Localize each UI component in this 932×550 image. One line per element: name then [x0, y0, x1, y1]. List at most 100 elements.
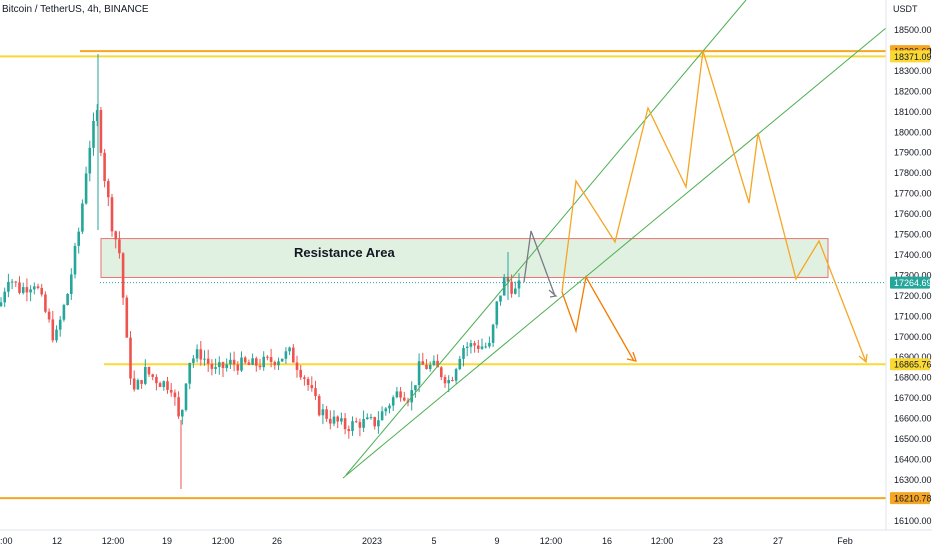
price-tick-label: 16300.00: [894, 475, 932, 485]
candle-body: [414, 385, 417, 391]
price-tick-label: 17200.00: [894, 291, 932, 301]
projection-paths[interactable]: [523, 50, 868, 364]
price-tick-label: 16600.00: [894, 414, 932, 424]
candle-body: [18, 282, 21, 293]
time-tick-label: :00: [0, 536, 13, 546]
time-tick-label: 12:00: [540, 536, 563, 546]
price-tick-label: 17500.00: [894, 230, 932, 240]
price-tick-label: 16400.00: [894, 454, 932, 464]
candle-body: [36, 286, 40, 288]
price-tag-label: 16865.76: [894, 360, 932, 370]
candle-body: [502, 276, 506, 296]
candle-body: [436, 360, 439, 368]
candle-body: [443, 377, 447, 384]
candle-body: [77, 231, 80, 246]
candle-body: [469, 343, 473, 347]
price-tag-box: [890, 276, 930, 289]
candle-body: [114, 231, 117, 240]
candle-body: [329, 418, 332, 424]
time-tick-label: 26: [272, 536, 282, 546]
candle-body: [155, 376, 158, 384]
candle-body: [51, 319, 55, 341]
candle-body: [225, 364, 228, 369]
candle-body: [391, 397, 395, 406]
candle-body: [162, 381, 166, 387]
candle-body: [103, 152, 106, 182]
price-tick-label: 17900.00: [894, 148, 932, 158]
candle-body: [473, 343, 476, 346]
candle-body: [451, 380, 454, 382]
candle-body: [218, 362, 221, 368]
price-tick-label: 18500.00: [894, 25, 932, 35]
candle-body: [347, 429, 351, 432]
price-tag-box: [890, 50, 930, 63]
price-tag-box: [890, 492, 930, 505]
resistance-area-label: Resistance Area: [294, 245, 395, 260]
candle-body: [377, 420, 380, 427]
candle-body: [292, 347, 295, 363]
ascending-channel[interactable]: [342, 0, 887, 479]
candle-body: [340, 418, 343, 422]
arrowhead-gray: [548, 289, 558, 298]
candle-body: [240, 357, 243, 371]
candle-body: [488, 342, 491, 347]
candle-body: [0, 302, 3, 307]
price-tick-label: 18000.00: [894, 127, 932, 137]
candle-body: [354, 421, 358, 423]
candle-body: [7, 281, 10, 292]
price-tick-label: 18100.00: [894, 107, 932, 117]
candle-body: [92, 121, 95, 148]
candle-body: [158, 383, 162, 387]
projection-main-path: [561, 50, 867, 363]
price-tick-label: 16800.00: [894, 373, 932, 383]
candle-body: [140, 380, 143, 384]
candle-body: [66, 293, 69, 306]
price-tick-label: 17100.00: [894, 311, 932, 321]
price-tick-label: 17400.00: [894, 250, 932, 260]
candle-body: [295, 362, 299, 370]
candle-body: [447, 380, 450, 384]
candle-body: [144, 366, 147, 384]
price-tick-label: 17600.00: [894, 209, 932, 219]
candle-body: [495, 301, 499, 325]
projection-alt-path: [561, 275, 635, 362]
candle-body: [14, 281, 18, 283]
price-tag-label: 16210.78: [894, 494, 932, 504]
time-tick-label: Feb: [837, 536, 853, 546]
candle-body: [517, 280, 521, 289]
candle-body: [210, 363, 214, 369]
channel-lower-line: [342, 27, 887, 479]
candle-body: [121, 253, 125, 298]
price-tick-label: 18300.00: [894, 66, 932, 76]
candle-body: [458, 358, 462, 370]
time-tick-label: 19: [162, 536, 172, 546]
price-tag-label: 18371.09: [894, 52, 932, 62]
channel-upper-line: [345, 0, 747, 476]
candle-body: [118, 239, 121, 254]
time-tick-label: 12:00: [212, 536, 235, 546]
candle-body: [188, 362, 191, 384]
resistance-area-zone[interactable]: [100, 238, 829, 278]
candle-body: [110, 197, 114, 232]
candle-body: [47, 311, 51, 320]
candle-body: [454, 369, 458, 381]
candle-body: [107, 181, 110, 198]
candle-body: [288, 347, 291, 352]
time-tick-label: 5: [431, 536, 436, 546]
candle-body: [243, 357, 247, 363]
price-axis[interactable]: USDT: [885, 0, 932, 530]
price-tick-label: 16700.00: [894, 393, 932, 403]
price-tag-box: [890, 358, 930, 371]
time-axis[interactable]: :00 12 12:00 19 12:00 26 2023 5 9 12:00 16 12:00 23 2…: [0, 529, 932, 546]
candlesticks: [0, 54, 521, 489]
candle-body: [73, 245, 77, 275]
candle-body: [3, 291, 6, 303]
candle-body: [362, 419, 365, 428]
candle-body: [236, 364, 240, 371]
candle-body: [255, 358, 258, 366]
candle-body: [29, 289, 32, 293]
candle-body: [303, 377, 306, 379]
candle-body: [477, 345, 480, 349]
candle-body: [499, 295, 502, 302]
